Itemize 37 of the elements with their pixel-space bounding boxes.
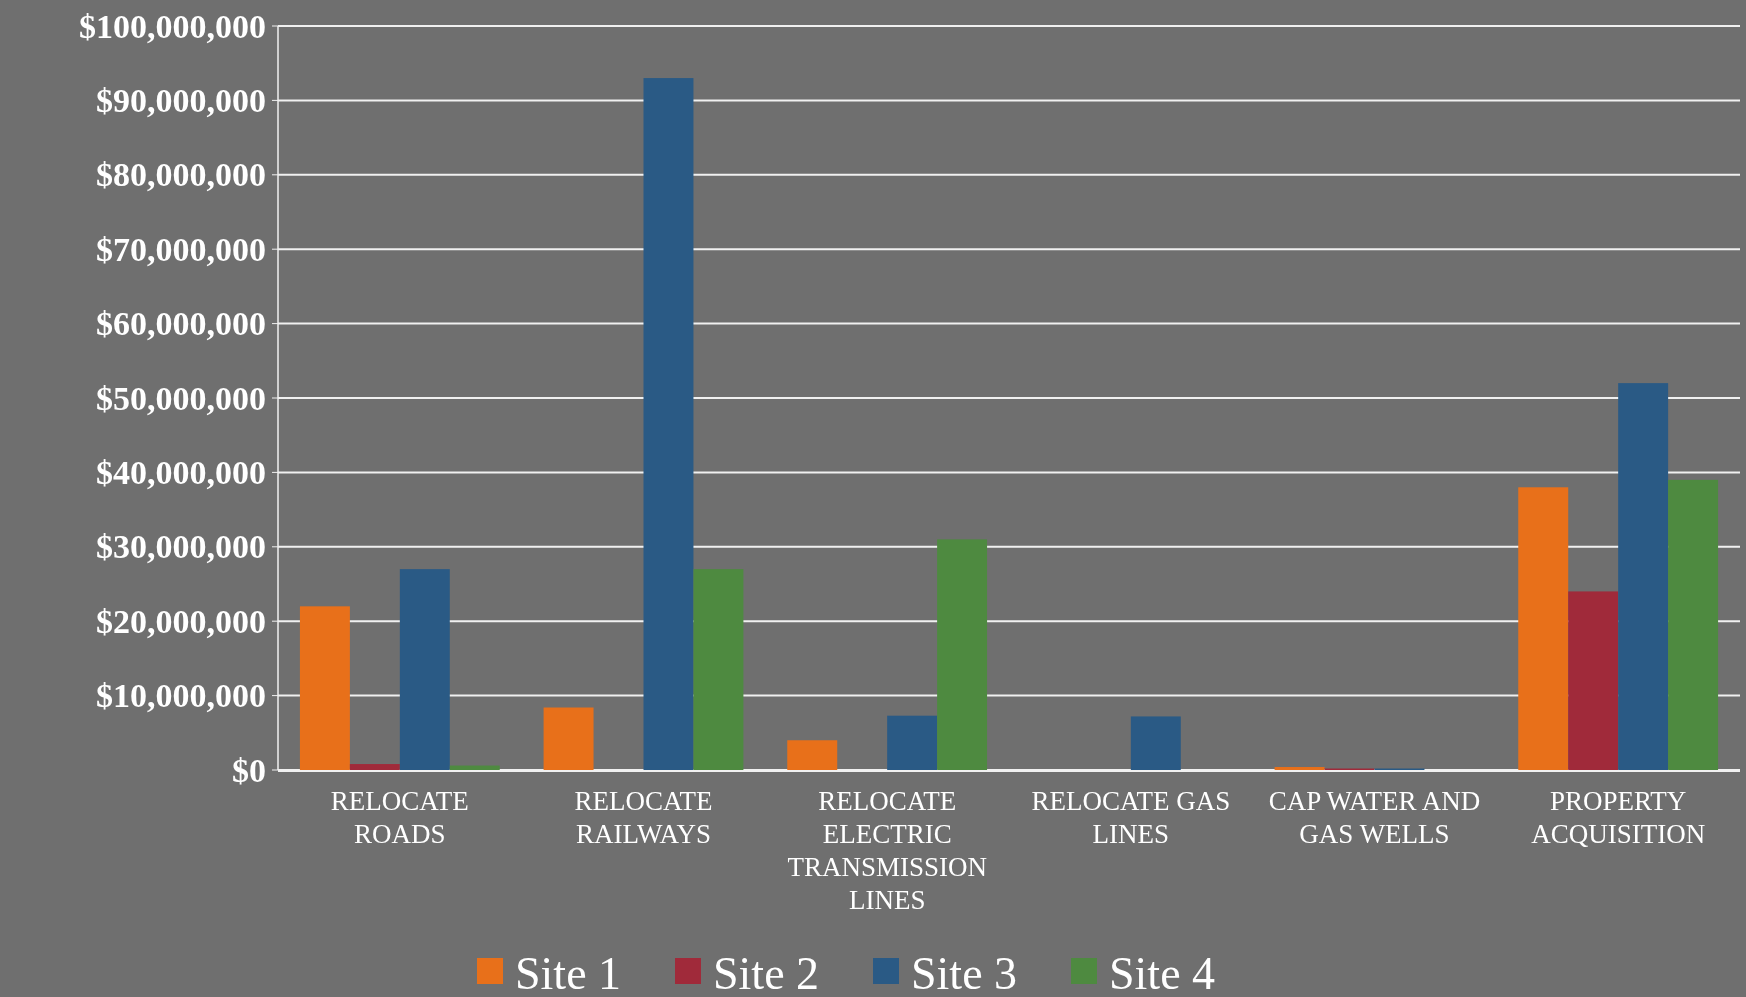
- y-tick-label: $20,000,000: [96, 602, 266, 640]
- y-tick-label: $10,000,000: [96, 677, 266, 715]
- x-tick-label: RELOCATE GAS LINES: [1031, 786, 1231, 849]
- y-tick-label: $0: [232, 751, 266, 789]
- y-tick-label: $60,000,000: [96, 305, 266, 343]
- bar: [299, 606, 350, 770]
- x-tick-label: RELOCATE RAILWAYS: [574, 786, 713, 849]
- legend-label: Site 4: [1109, 947, 1216, 997]
- bar: [787, 740, 838, 770]
- y-tick-label: $90,000,000: [96, 81, 266, 119]
- x-tick-label: PROPERTY ACQUISITION: [1531, 786, 1706, 849]
- bar: [1568, 591, 1619, 770]
- bar: [1130, 716, 1181, 770]
- bar: [1274, 767, 1325, 770]
- bar: [1618, 383, 1669, 770]
- bar: [643, 78, 694, 770]
- y-tick-label: $100,000,000: [79, 7, 266, 45]
- bar: [349, 764, 400, 770]
- x-tick-label: RELOCATE ELECTRIC TRANSMISSION LINES: [787, 786, 987, 915]
- bar: [1518, 487, 1569, 770]
- y-tick-label: $40,000,000: [96, 453, 266, 491]
- bar: [937, 539, 988, 770]
- y-tick-label: $80,000,000: [96, 156, 266, 194]
- y-tick-label: $70,000,000: [96, 230, 266, 268]
- legend-label: Site 3: [911, 947, 1018, 997]
- bar: [887, 715, 938, 770]
- legend-label: Site 2: [713, 947, 820, 997]
- y-tick-label: $50,000,000: [96, 379, 266, 417]
- x-tick-label: CAP WATER AND GAS WELLS: [1268, 786, 1481, 849]
- y-tick-label: $30,000,000: [96, 528, 266, 566]
- x-tick-label: RELOCATE ROADS: [330, 786, 469, 849]
- bar: [1668, 479, 1719, 770]
- bar: [399, 569, 450, 770]
- bar: [449, 765, 500, 770]
- bar: [543, 707, 594, 770]
- bar: [693, 569, 744, 770]
- legend-label: Site 1: [515, 947, 622, 997]
